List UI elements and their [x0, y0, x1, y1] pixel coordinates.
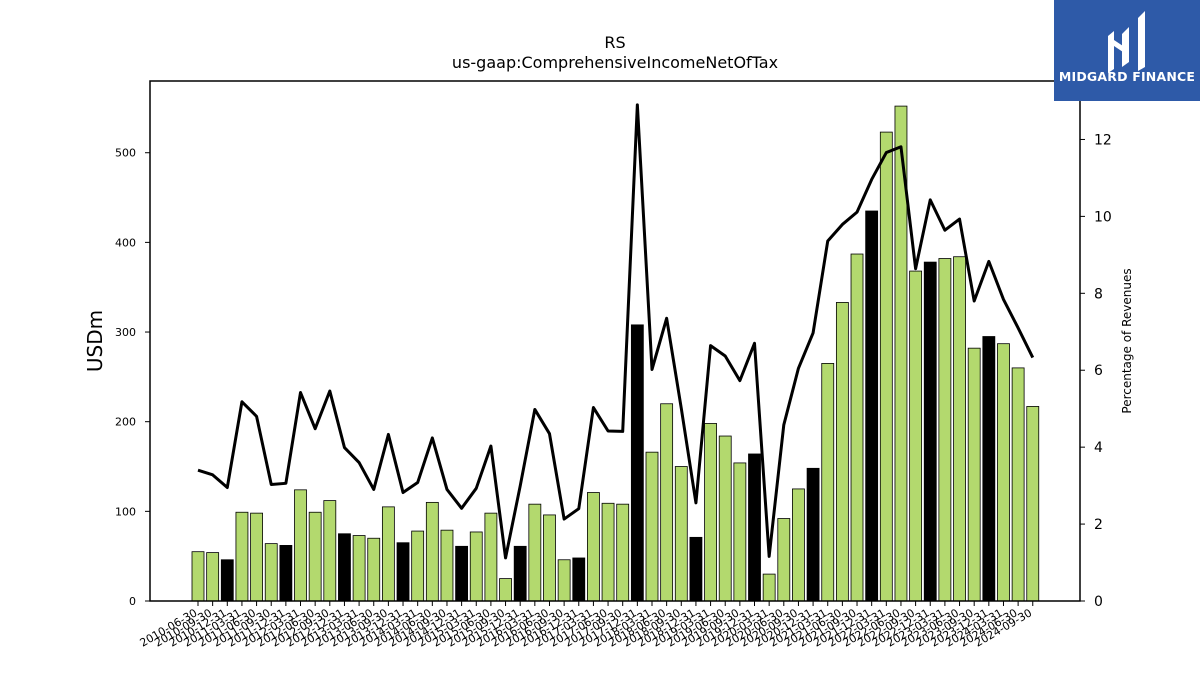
- y2-tick-label: 6: [1094, 363, 1103, 379]
- bar-2019-09-30: [733, 462, 747, 602]
- bar-2020-06-30: [777, 518, 791, 602]
- brand-logo: MIDGARD FINANCE: [1054, 0, 1200, 101]
- bar-2013-06-30: [367, 537, 381, 602]
- bar-2013-12-31: [396, 542, 410, 602]
- bar-2011-06-30: [250, 512, 263, 602]
- bar-2014-03-31: [411, 530, 425, 602]
- y-tick-label: 300: [115, 326, 136, 339]
- bar-2018-09-30: [674, 466, 688, 602]
- bar-2011-03-31: [235, 511, 249, 602]
- bar-2014-12-31: [455, 545, 469, 602]
- bar-2010-12-31: [220, 559, 234, 602]
- bar-2024-06-30: [1011, 367, 1025, 602]
- y2-tick-label: 8: [1094, 286, 1103, 302]
- logo-mark-icon: [1108, 11, 1145, 73]
- bar-2021-06-30: [835, 302, 849, 602]
- bar-2023-06-30: [953, 256, 966, 602]
- bar-2023-03-31: [938, 258, 952, 602]
- bar-2016-09-30: [557, 559, 571, 602]
- bar-2018-03-31: [645, 451, 659, 602]
- y-tick-label: 100: [115, 505, 136, 518]
- bar-2017-09-30: [616, 503, 630, 602]
- bar-2023-12-31: [982, 336, 996, 602]
- y2-tick-label: 0: [1094, 594, 1103, 610]
- bar-2020-03-31: [762, 573, 776, 602]
- bar-2015-12-31: [513, 545, 527, 602]
- bar-2020-09-30: [792, 488, 805, 602]
- bar-2016-06-30: [543, 514, 556, 602]
- bar-2014-09-30: [440, 529, 454, 602]
- chart-title: RS: [604, 33, 625, 52]
- y2-tick-label: 2: [1094, 517, 1103, 533]
- y-tick-label: 200: [115, 416, 136, 429]
- bar-2012-12-31: [338, 533, 351, 602]
- bar-2022-09-30: [909, 270, 923, 602]
- bar-2017-03-31: [587, 492, 600, 602]
- bar-2017-12-31: [630, 324, 644, 602]
- y-tick-label: 400: [115, 236, 136, 249]
- bar-2019-12-31: [748, 453, 761, 602]
- bar-2019-03-31: [704, 423, 717, 602]
- bar-2019-06-30: [718, 435, 732, 602]
- y-axis-label: USDm: [83, 310, 107, 372]
- y-tick-label: 500: [115, 147, 136, 160]
- bar-2011-12-31: [279, 545, 293, 602]
- bar-2010-09-30: [206, 552, 220, 602]
- bar-2013-03-31: [352, 535, 366, 602]
- bar-2018-06-30: [660, 403, 674, 602]
- bar-2024-09-30: [1026, 406, 1040, 602]
- logo-text: MIDGARD FINANCE: [1058, 69, 1196, 84]
- bar-2014-06-30: [425, 501, 439, 602]
- bar-2011-09-30: [264, 543, 278, 602]
- bar-2016-12-31: [572, 557, 586, 602]
- y2-tick-label: 12: [1094, 132, 1112, 148]
- percentage-of-revenues-line: [197, 103, 1035, 560]
- bar-2018-12-31: [689, 536, 703, 602]
- bar-2021-12-31: [865, 210, 879, 602]
- bar-2022-12-31: [923, 261, 937, 602]
- bar-2013-09-30: [381, 506, 395, 602]
- bar-2022-03-31: [879, 131, 893, 602]
- bar-2012-03-31: [294, 489, 307, 602]
- bar-2015-03-31: [469, 531, 483, 602]
- bar-2017-06-30: [601, 502, 615, 602]
- bar-2015-09-30: [499, 578, 512, 602]
- bar-2024-03-31: [997, 343, 1010, 602]
- y2-tick-label: 10: [1094, 209, 1112, 225]
- bar-2016-03-31: [528, 503, 542, 602]
- bar-2020-12-31: [806, 467, 820, 602]
- bar-2021-09-30: [850, 253, 864, 602]
- y2-axis-label: Percentage of Revenues: [1120, 268, 1134, 413]
- bar-2023-09-30: [967, 347, 981, 602]
- y-tick-label: 0: [129, 595, 136, 608]
- y2-tick-label: 4: [1094, 440, 1103, 456]
- chart-subtitle: us-gaap:ComprehensiveIncomeNetOfTax: [452, 53, 778, 72]
- bar-2010-06-30: [191, 551, 205, 602]
- plot-frame: [149, 80, 1081, 602]
- bar-2012-06-30: [308, 511, 322, 602]
- bar-2021-03-31: [821, 363, 835, 602]
- bar-2012-09-30: [323, 500, 337, 602]
- bar-2015-06-30: [484, 512, 498, 602]
